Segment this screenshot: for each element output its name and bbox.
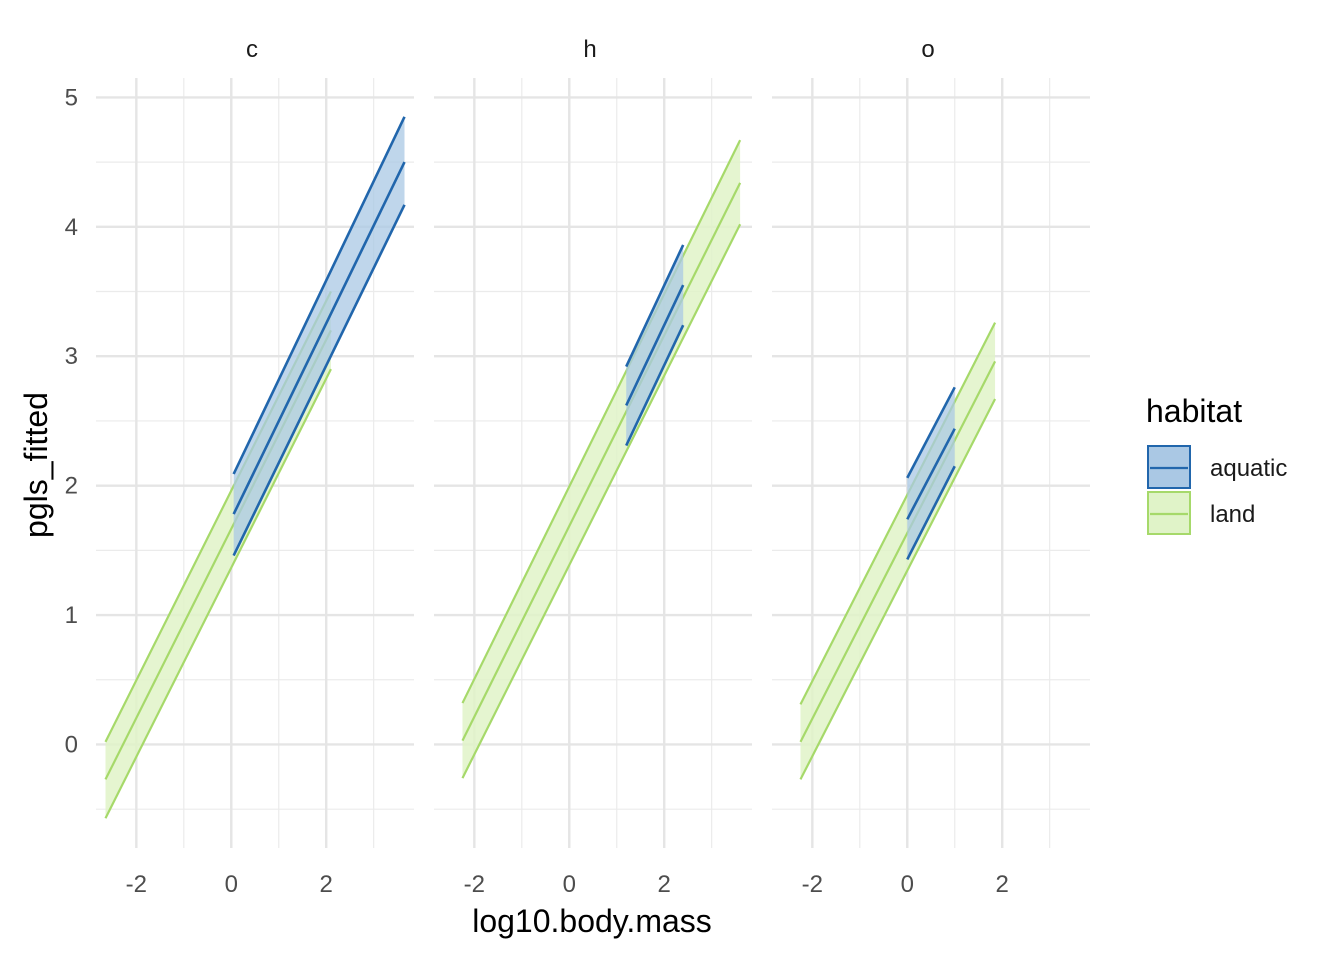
land-lower-line [461, 223, 742, 779]
series-land [461, 139, 742, 779]
series-aquatic [906, 386, 956, 561]
aquatic-upper-line [625, 244, 685, 368]
legend-label-aquatic: aquatic [1210, 455, 1287, 482]
x-tick-label: 0 [901, 871, 914, 898]
y-tick-label: 1 [65, 602, 78, 629]
aquatic-upper-line [906, 386, 956, 479]
series-aquatic [625, 244, 685, 447]
x-tick-label: -2 [464, 871, 485, 898]
legend-label-land: land [1210, 501, 1255, 528]
x-axis-title: log10.body.mass [472, 903, 712, 939]
y-tick-label: 2 [65, 473, 78, 500]
aquatic-upper-line [232, 116, 406, 475]
y-tick-label: 0 [65, 731, 78, 758]
series-land [799, 322, 997, 780]
strip-label-h: h [583, 36, 596, 63]
aquatic-lower-line [625, 324, 685, 447]
y-tick-label: 3 [65, 343, 78, 370]
aquatic-lower-line [232, 204, 406, 557]
panel-c: c -2 0 2 [96, 36, 414, 898]
y-tick-label: 5 [65, 84, 78, 111]
aquatic-fit-line [232, 161, 406, 515]
panel-o: o -2 0 2 [772, 36, 1090, 898]
aquatic-lower-line [906, 465, 956, 561]
y-axis: 0 1 2 3 4 5 [65, 84, 78, 758]
aquatic-fit-line [625, 284, 685, 406]
x-tick-label: -2 [126, 871, 147, 898]
series-aquatic [232, 116, 406, 557]
panel-h: h -2 0 2 [434, 36, 752, 898]
legend-item-land: land [1147, 491, 1255, 535]
x-tick-label: 2 [658, 871, 671, 898]
y-axis-title: pgls_fitted [18, 392, 54, 538]
facet-panels: c -2 0 2 h -2 0 2 o -2 0 2 0 1 2 3 4 5 [65, 36, 1090, 898]
confidence-ribbon-land [462, 140, 741, 779]
x-tick-label: -2 [802, 871, 823, 898]
legend-title: habitat [1146, 393, 1242, 429]
legend-item-aquatic: aquatic [1147, 445, 1287, 489]
land-lower-line [104, 368, 332, 819]
strip-label-c: c [246, 36, 258, 63]
legend-entries: aquatic land [1147, 445, 1287, 535]
x-tick-label: 0 [563, 871, 576, 898]
strip-label-o: o [921, 36, 934, 63]
x-tick-label: 2 [320, 871, 333, 898]
land-upper-line [799, 322, 997, 705]
x-tick-label: 0 [225, 871, 238, 898]
x-tick-label: 2 [996, 871, 1009, 898]
land-lower-line [799, 398, 997, 780]
land-fit-line [799, 360, 997, 743]
aquatic-fit-line [906, 428, 956, 520]
legend: habitat aquatic land [1146, 393, 1287, 535]
land-upper-line [461, 139, 742, 704]
land-fit-line [461, 182, 742, 742]
y-tick-label: 4 [65, 214, 78, 241]
